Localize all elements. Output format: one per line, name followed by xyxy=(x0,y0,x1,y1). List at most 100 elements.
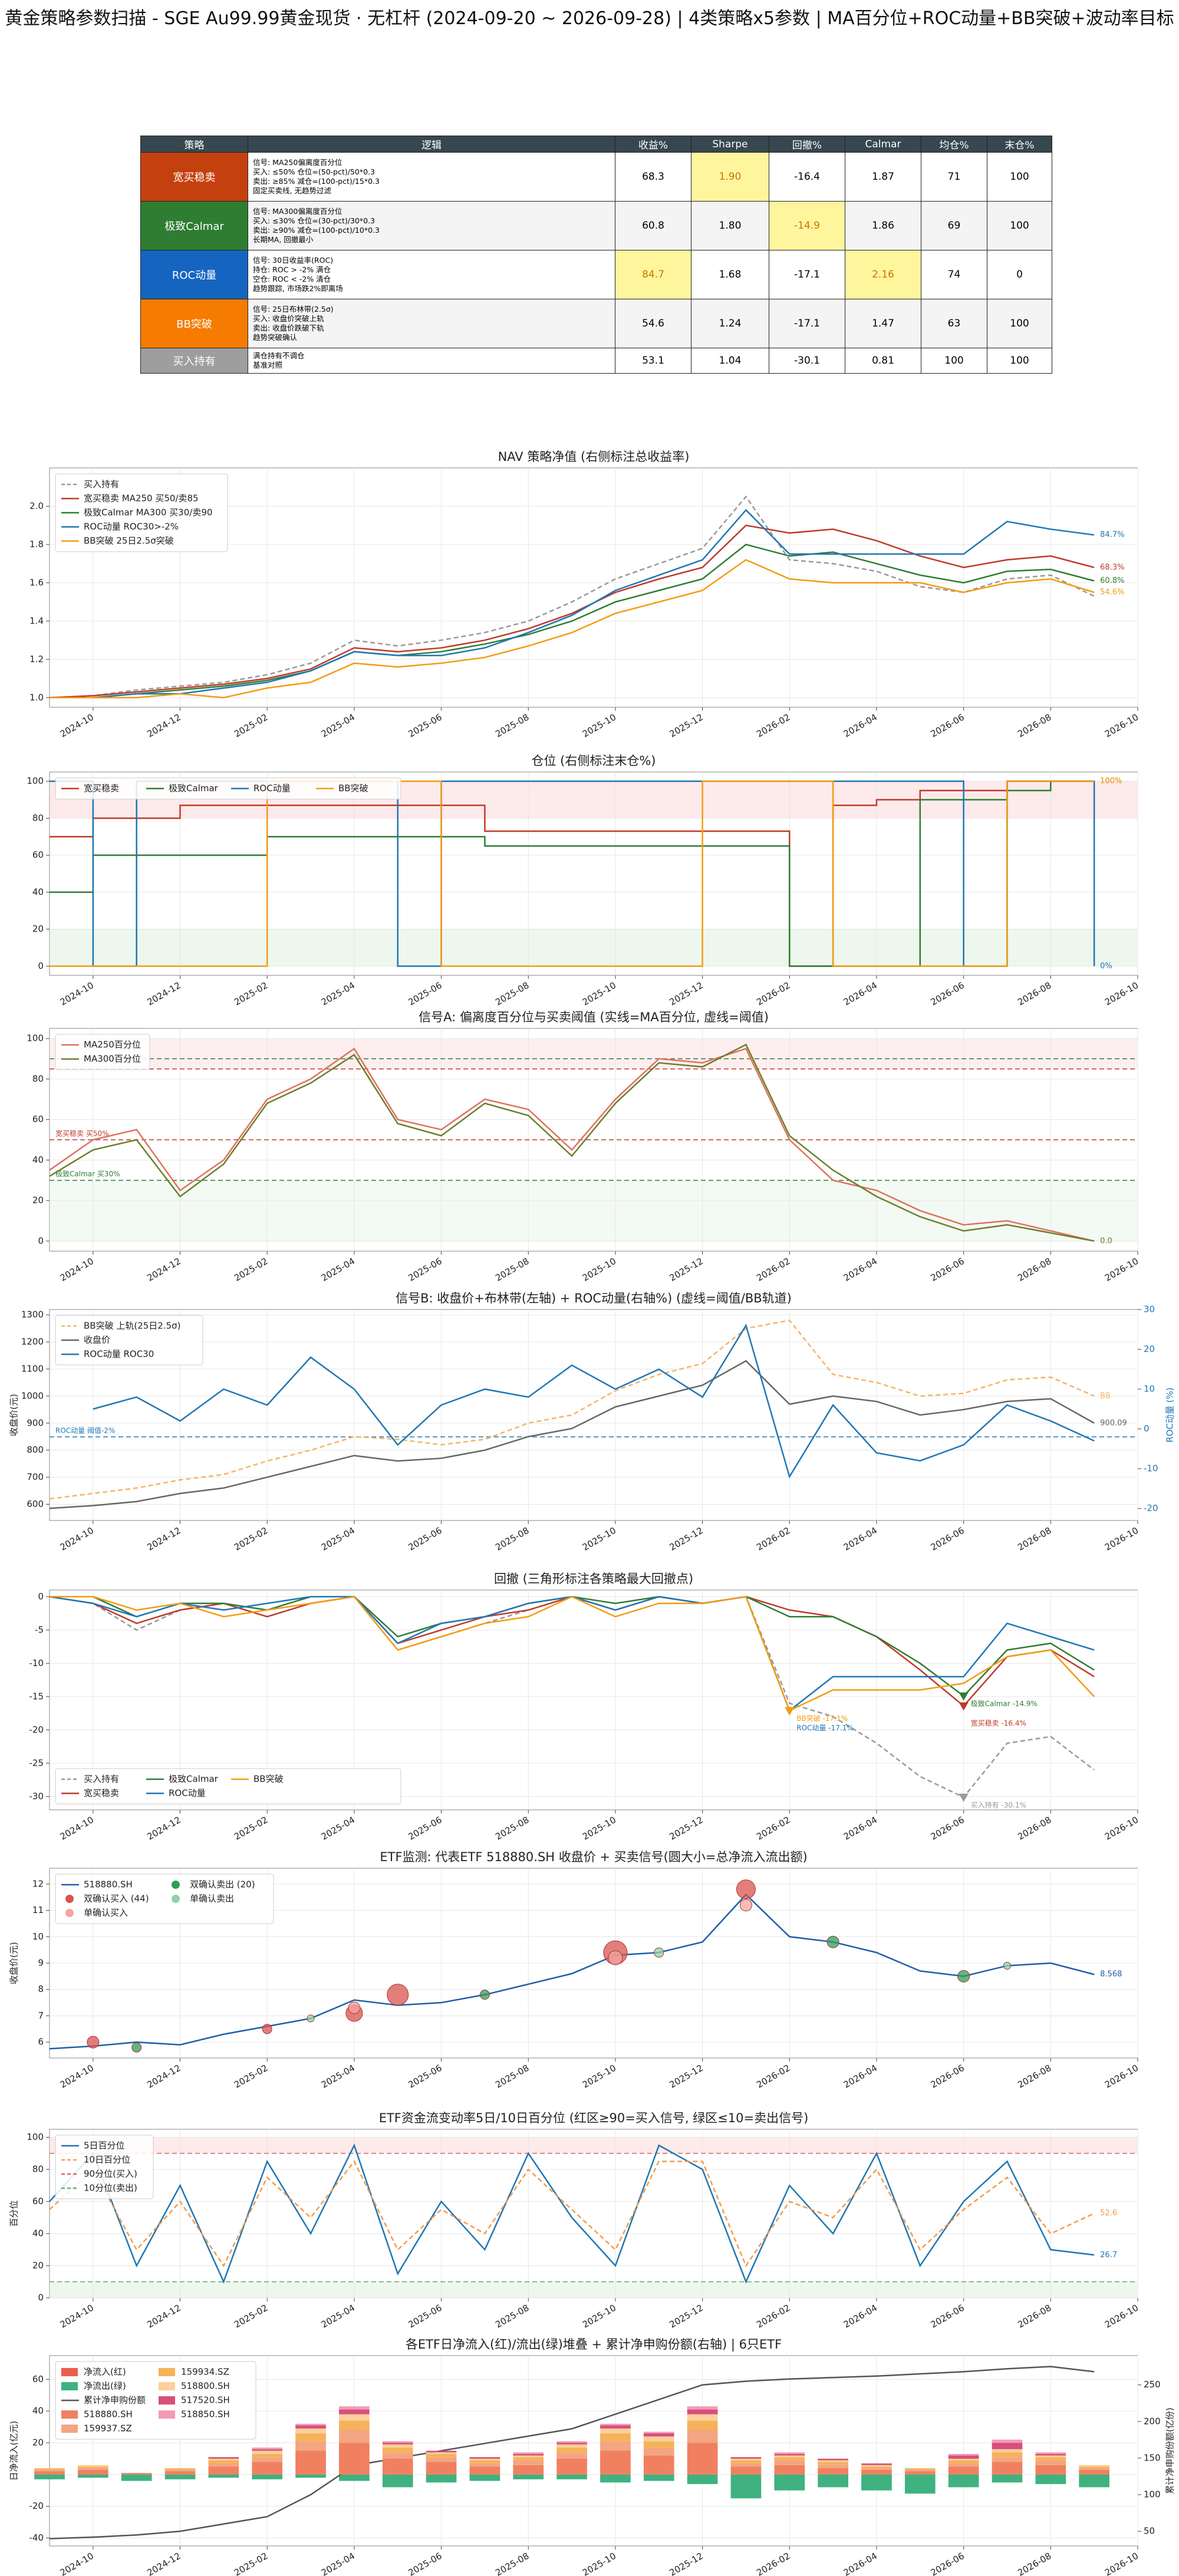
legend-label: 极致Calmar xyxy=(169,783,219,794)
threshold-band xyxy=(50,929,1138,967)
x-tick-label: 2025-02 xyxy=(232,2303,269,2330)
flow-bar xyxy=(469,2460,500,2464)
legend-box xyxy=(55,1874,274,1924)
y-tick-label: -30 xyxy=(29,1791,44,1802)
legend-label: 159934.SZ xyxy=(181,2367,229,2377)
flow-bar xyxy=(948,2460,979,2464)
end-label: 84.7% xyxy=(1100,530,1124,539)
y2-tick-label: -10 xyxy=(1144,1463,1158,1474)
legend-box xyxy=(55,2361,256,2440)
legend-swatch xyxy=(159,2396,175,2405)
y-tick-label: 1.8 xyxy=(29,539,44,549)
table-row: 买入持有 满仓持有不调仓 基准对照 53.1 1.04 -30.1 0.81 100 100 xyxy=(140,348,1052,374)
legend-label: 宽买稳卖 MA250 买50/卖85 xyxy=(84,493,199,504)
flow-bar xyxy=(556,2474,587,2479)
y-axis-label: 百分位 xyxy=(9,2200,19,2227)
chart-title: 回撤 (三角形标注各策略最大回撤点) xyxy=(494,1572,693,1586)
flow-bar xyxy=(513,2452,544,2454)
x-tick-label: 2026-04 xyxy=(842,2551,879,2576)
x-tick-label: 2026-08 xyxy=(1016,1525,1053,1553)
x-tick-label: 2025-10 xyxy=(581,980,618,1008)
y-tick-label: 60 xyxy=(32,1114,44,1124)
flow-bar xyxy=(164,2469,196,2472)
metric-cell: 69 xyxy=(921,201,987,250)
flow-bar xyxy=(1079,2465,1110,2467)
x-tick-label: 2025-10 xyxy=(581,2063,618,2090)
x-tick-label: 2025-12 xyxy=(668,980,705,1008)
legend-label: 单确认买入 xyxy=(84,1908,128,1918)
flow-bar xyxy=(382,2458,413,2475)
x-tick-label: 2026-02 xyxy=(755,2303,792,2330)
x-tick-label: 2026-02 xyxy=(755,980,792,1008)
y-tick-label: 1000 xyxy=(21,1390,44,1401)
y-tick-label: 60 xyxy=(32,2196,44,2206)
y-tick-label: 1300 xyxy=(21,1310,44,1320)
logic-cell: 信号: 25日布林带(2.5σ) 买入: 收盘价突破上轨 卖出: 收盘价跌破下轨 趋势… xyxy=(248,299,615,348)
column-header: Sharpe xyxy=(691,136,769,153)
x-tick-label: 2025-10 xyxy=(581,2303,618,2330)
flow-bar xyxy=(556,2458,587,2475)
x-tick-label: 2026-06 xyxy=(929,712,966,740)
logic-line: 持仓: ROC > -2% 满仓 xyxy=(253,265,331,274)
x-tick-label: 2024-10 xyxy=(58,1815,95,1842)
logic-line: 信号: MA300偏离度百分位 xyxy=(253,206,342,216)
logic-line: 趋势跟踪, 市场跌2%即离场 xyxy=(253,284,343,293)
flow-bar xyxy=(818,2474,848,2488)
flow-bar xyxy=(382,2444,413,2448)
plot-area xyxy=(49,1309,1138,1521)
table-row: 宽买稳卖 信号: MA250偏离度百分位 买入: ≤50% 仓位=(50-pct)/… xyxy=(140,152,1052,202)
flow-bar xyxy=(426,2453,457,2458)
metric-cell: -16.4 xyxy=(769,152,845,202)
flow-bar xyxy=(948,2453,979,2456)
flow-bar xyxy=(208,2458,239,2460)
flow-bar xyxy=(643,2441,674,2448)
flow-bar xyxy=(295,2425,326,2429)
flow-bar xyxy=(730,2457,762,2459)
metric-cell: 100 xyxy=(987,201,1052,250)
logic-cell: 信号: MA250偏离度百分位 买入: ≤50% 仓位=(50-pct)/50*0… xyxy=(248,152,615,202)
chart-title: 仓位 (右侧标注末仓%) xyxy=(531,754,656,768)
y-tick-label: 900 xyxy=(27,1417,44,1428)
y-tick-label: 1100 xyxy=(21,1363,44,1374)
flow-bar xyxy=(687,2414,718,2421)
flow-bar xyxy=(77,2466,108,2469)
signal-point xyxy=(957,1970,970,1983)
table-header: 策略 逻辑 收益% Sharpe 回撤% Calmar 均仓% 末仓% xyxy=(140,136,1052,153)
flow-bar xyxy=(904,2471,936,2475)
metric-cell: 74 xyxy=(921,250,987,299)
min-marker xyxy=(959,1692,969,1701)
flow-bar xyxy=(861,2465,892,2467)
logic-line: 信号: MA250偏离度百分位 xyxy=(253,157,342,167)
flow-bar xyxy=(339,2414,370,2421)
flow-bar xyxy=(382,2448,413,2453)
chart-title: NAV 策略净值 (右侧标注总收益率) xyxy=(498,450,690,464)
logic-line: 卖出: 收盘价跌破下轨 xyxy=(253,324,324,332)
signal-point xyxy=(131,2042,142,2053)
flow-bar xyxy=(252,2453,283,2458)
flow-bar xyxy=(600,2474,631,2483)
y-tick-label: 0 xyxy=(38,2293,44,2303)
flow-bar xyxy=(774,2465,805,2475)
legend-label: MA300百分位 xyxy=(84,1054,141,1064)
flow-bar xyxy=(1079,2468,1110,2470)
legend-label: ROC动量 xyxy=(169,1788,206,1799)
flow-bar xyxy=(1035,2460,1066,2465)
flow-bar xyxy=(339,2406,370,2410)
y-tick-label: 40 xyxy=(32,2228,44,2239)
y-tick-label: 20 xyxy=(32,2438,44,2448)
x-tick-label: 2026-08 xyxy=(1016,2551,1053,2576)
flow-bar xyxy=(774,2452,805,2454)
legend-label: 双确认买入 (44) xyxy=(84,1894,149,1904)
chart-title: 信号A: 偏离度百分位与买卖阈值 (实线=MA百分位, 虚线=阈值) xyxy=(419,1010,769,1024)
column-header: 末仓% xyxy=(987,136,1052,153)
flow-bar xyxy=(600,2441,631,2451)
flow-bar xyxy=(1035,2453,1066,2456)
series-line xyxy=(49,2366,1095,2539)
plot-area xyxy=(49,2129,1138,2298)
flow-bar xyxy=(164,2471,196,2475)
x-tick-label: 2025-12 xyxy=(668,2551,705,2576)
legend-label: MA250百分位 xyxy=(84,1040,141,1050)
metric-cell: 100 xyxy=(921,348,987,374)
x-tick-label: 2026-10 xyxy=(1103,1815,1140,1842)
x-tick-label: 2024-12 xyxy=(145,2303,182,2330)
